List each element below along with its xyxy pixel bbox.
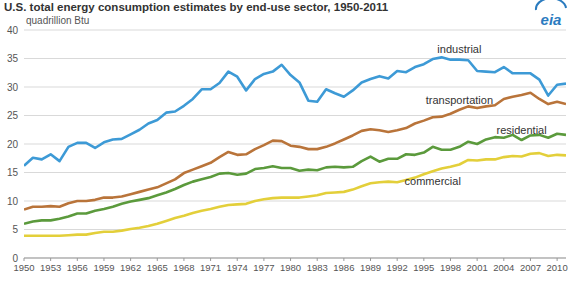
- y-tick-label: 25: [7, 110, 19, 121]
- logo-arc: [536, 0, 566, 10]
- series-label: industrial: [437, 43, 481, 55]
- series-label: commercial: [405, 175, 461, 187]
- x-tick-label: 1953: [40, 262, 61, 273]
- x-tick-label: 1977: [253, 262, 274, 273]
- series-label: residential: [497, 124, 547, 136]
- grid-line: [24, 201, 566, 202]
- x-tick-label: 1950: [13, 262, 34, 273]
- series-line: [24, 153, 566, 236]
- y-tick-label: 20: [7, 139, 19, 150]
- grid-line: [24, 144, 566, 145]
- y-tick-label: 5: [12, 224, 18, 235]
- x-tick: [24, 258, 25, 261]
- grid-line: [24, 229, 566, 230]
- x-tick-label: 1959: [93, 262, 114, 273]
- y-tick-label: 35: [7, 53, 19, 64]
- x-tick-label: 1974: [227, 262, 248, 273]
- series-line: [24, 93, 566, 210]
- x-tick: [183, 258, 184, 261]
- x-tick-label: 1986: [333, 262, 354, 273]
- grid-line: [24, 58, 566, 59]
- subtitle: quadrillion Btu: [26, 15, 89, 26]
- y-tick-label: 40: [7, 25, 19, 36]
- logo: eia: [536, 0, 566, 28]
- x-tick: [237, 258, 238, 261]
- grid-line: [24, 172, 566, 173]
- x-tick-label: 1992: [387, 262, 408, 273]
- grid-line: [24, 115, 566, 116]
- x-tick: [317, 258, 318, 261]
- x-tick: [130, 258, 131, 261]
- x-tick: [263, 258, 264, 261]
- x-tick-label: 1989: [360, 262, 381, 273]
- grid-line: [24, 87, 566, 88]
- series-line: [24, 57, 566, 165]
- x-tick-label: 1965: [147, 262, 168, 273]
- grid-line: [24, 258, 566, 259]
- x-tick: [50, 258, 51, 261]
- series-line: [24, 134, 566, 224]
- logo-text: eia: [541, 11, 562, 28]
- y-tick-label: 10: [7, 196, 19, 207]
- x-tick: [503, 258, 504, 261]
- x-tick: [530, 258, 531, 261]
- x-tick-label: 1971: [200, 262, 221, 273]
- x-tick: [557, 258, 558, 261]
- x-tick: [103, 258, 104, 261]
- x-tick-label: 1980: [280, 262, 301, 273]
- x-tick-label: 1983: [307, 262, 328, 273]
- title: U.S. total energy consumption estimates …: [4, 1, 389, 13]
- x-tick: [370, 258, 371, 261]
- x-tick-label: 2007: [520, 262, 541, 273]
- x-tick: [157, 258, 158, 261]
- series-group: [24, 57, 566, 235]
- x-tick: [450, 258, 451, 261]
- x-tick-label: 2010: [547, 262, 568, 273]
- x-tick: [397, 258, 398, 261]
- x-tick: [423, 258, 424, 261]
- x-tick: [343, 258, 344, 261]
- x-tick-label: 1995: [413, 262, 434, 273]
- x-tick: [477, 258, 478, 261]
- x-tick-label: 1962: [120, 262, 141, 273]
- x-tick: [210, 258, 211, 261]
- grid-line: [24, 30, 566, 31]
- x-tick-label: 1998: [440, 262, 461, 273]
- x-tick-label: 2004: [493, 262, 514, 273]
- x-tick: [290, 258, 291, 261]
- x-axis: [24, 258, 566, 259]
- series-label: transportation: [426, 94, 493, 106]
- x-tick-label: 2001: [467, 262, 488, 273]
- chart: U.S. total energy consumption estimates …: [0, 0, 571, 286]
- y-tick-label: 30: [7, 82, 19, 93]
- x-tick-label: 1968: [173, 262, 194, 273]
- x-tick: [77, 258, 78, 261]
- x-tick-label: 1956: [67, 262, 88, 273]
- y-tick-label: 15: [7, 167, 19, 178]
